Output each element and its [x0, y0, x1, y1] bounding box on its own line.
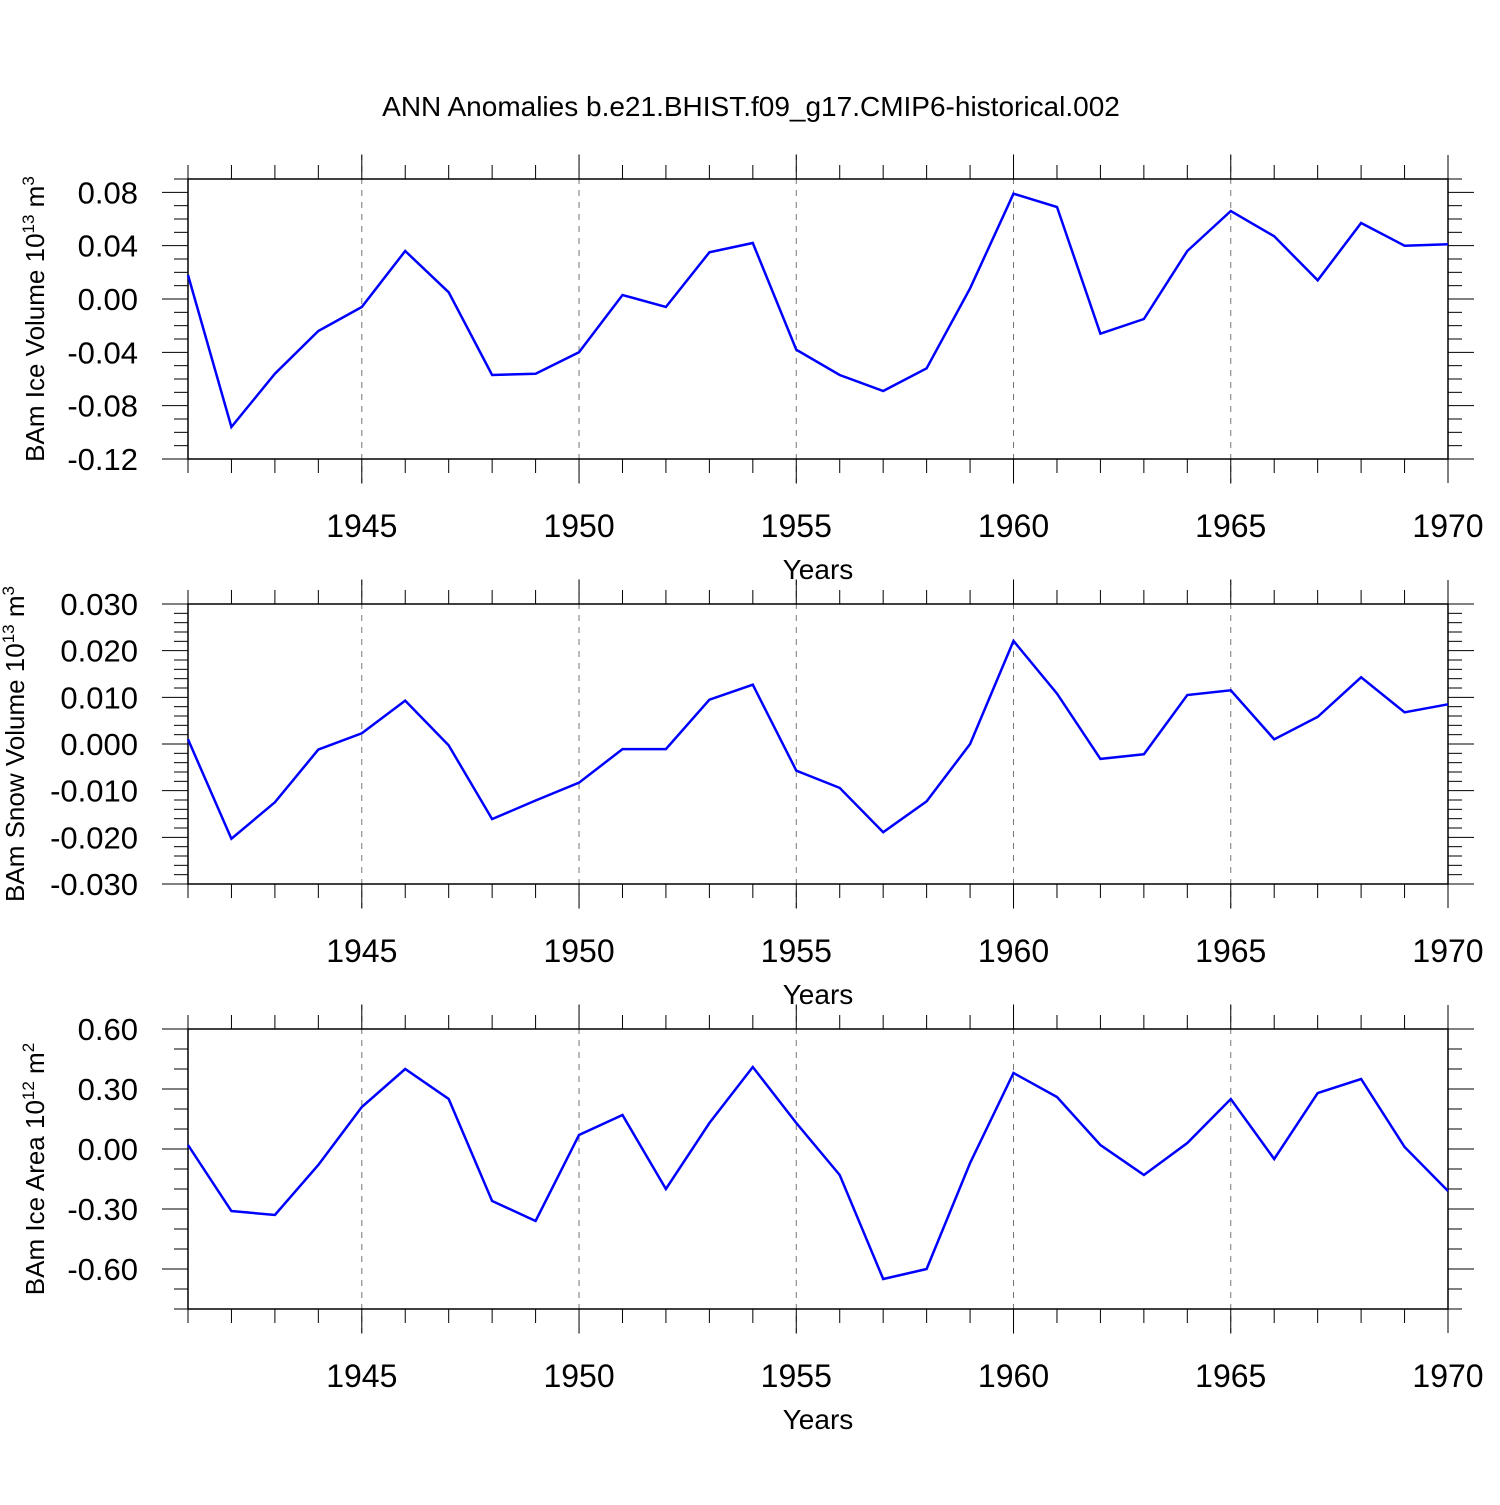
x-tick-label: 1950 — [543, 508, 614, 544]
plot-frame — [187, 603, 1449, 885]
series-line-1 — [186, 192, 1449, 430]
chart-title: ANN Anomalies b.e21.BHIST.f09_g17.CMIP6-… — [382, 91, 1120, 122]
x-tick-label: 1960 — [978, 508, 1049, 544]
y-tick-label: 0.04 — [78, 229, 138, 264]
x-tick-label: 1955 — [761, 1358, 832, 1394]
y-tick-label: -0.30 — [67, 1192, 138, 1227]
series-line-1 — [186, 638, 1449, 841]
y-tick-label: -0.08 — [67, 389, 138, 424]
y-tick-label: 0.30 — [78, 1072, 138, 1107]
plot-frame — [187, 178, 1449, 460]
y-tick-label: -0.12 — [67, 442, 138, 477]
x-tick-label: 1950 — [543, 1358, 614, 1394]
plot-frame — [187, 1028, 1449, 1310]
y-tick-label: 0.010 — [60, 680, 138, 715]
x-tick-label: 1955 — [761, 508, 832, 544]
y-tick-label: 0.08 — [78, 175, 138, 210]
x-axis-label: Years — [783, 1404, 854, 1435]
y-tick-label: 0.000 — [60, 727, 138, 762]
x-tick-label: 1945 — [326, 1358, 397, 1394]
x-tick-label: 1965 — [1195, 508, 1266, 544]
x-tick-label: 1965 — [1195, 1358, 1266, 1394]
y-tick-label: 0.60 — [78, 1012, 138, 1047]
x-tick-label: 1955 — [761, 933, 832, 969]
panel-3: -0.60 -0.30 0.00 0.30 0.60 1945 1950 1955 1960 19… — [19, 1004, 1484, 1435]
x-tick-label: 1970 — [1412, 1358, 1483, 1394]
panel-1: -0.12 -0.08 -0.04 0.00 0.04 0.08 1945 1950 1955 1… — [19, 154, 1484, 585]
x-tick-label: 1945 — [326, 508, 397, 544]
series-line-1 — [186, 1064, 1449, 1281]
x-tick-label: 1960 — [978, 933, 1049, 969]
y-tick-label: -0.04 — [67, 335, 138, 370]
x-tick-label: 1950 — [543, 933, 614, 969]
y-axis-label: BAm Ice Area 1012 m2 — [19, 1043, 50, 1295]
panel-2: -0.030 -0.020 -0.010 0.000 0.010 0.020 0.030 19… — [0, 579, 1484, 1010]
y-tick-label: -0.020 — [50, 820, 138, 855]
x-tick-label: 1960 — [978, 1358, 1049, 1394]
x-tick-label: 1965 — [1195, 933, 1266, 969]
y-tick-label: 0.00 — [78, 282, 138, 317]
y-tick-label: -0.030 — [50, 867, 138, 902]
x-tick-label: 1970 — [1412, 508, 1483, 544]
y-tick-label: 0.030 — [60, 587, 138, 622]
y-tick-label: -0.60 — [67, 1252, 138, 1287]
y-axis-label: BAm Snow Volume 1013 m3 — [0, 586, 30, 902]
y-tick-label: 0.020 — [60, 634, 138, 669]
x-tick-label: 1970 — [1412, 933, 1483, 969]
y-tick-label: 0.00 — [78, 1132, 138, 1167]
x-tick-label: 1945 — [326, 933, 397, 969]
y-tick-label: -0.010 — [50, 774, 138, 809]
x-axis-label: Years — [783, 554, 854, 585]
x-axis-label: Years — [783, 979, 854, 1010]
y-axis-label: BAm Ice Volume 1013 m3 — [19, 176, 50, 462]
